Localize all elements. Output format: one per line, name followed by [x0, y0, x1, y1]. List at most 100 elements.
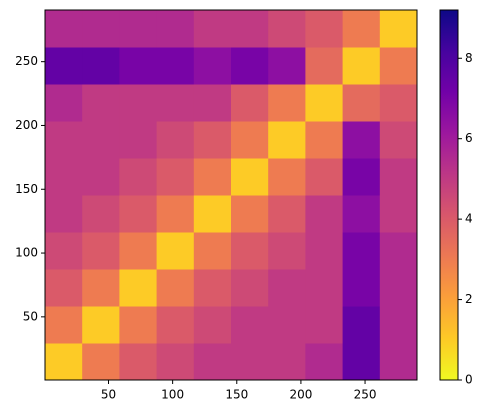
heatmap-cell: [119, 158, 158, 196]
heatmap-cell: [268, 84, 306, 122]
heatmap-cell: [45, 47, 83, 85]
heatmap-cell: [268, 158, 306, 196]
heatmap-cell: [119, 306, 158, 344]
heatmap-cell: [305, 232, 344, 270]
heatmap-cell: [305, 10, 344, 48]
heatmap-cell: [342, 10, 381, 48]
heatmap-cell: [45, 84, 83, 122]
heatmap-cell: [342, 195, 381, 233]
heatmap-cell: [268, 47, 306, 85]
heatmap-cell: [119, 84, 158, 122]
heatmap-cell: [268, 195, 306, 233]
heatmap-cell: [379, 232, 418, 270]
heatmap-cell: [119, 195, 158, 233]
heatmap-cell: [305, 306, 344, 344]
heatmap-cell: [193, 158, 232, 196]
y-tick-label: 200: [15, 118, 38, 132]
heatmap-cell: [119, 10, 158, 48]
heatmap-cell: [82, 84, 120, 122]
heatmap-cell: [156, 84, 195, 122]
heatmap-cell: [82, 195, 120, 233]
heatmap-cell: [193, 47, 232, 85]
heatmap-cell: [379, 10, 418, 48]
heatmap-cell: [231, 47, 269, 85]
heatmap-cell: [193, 121, 232, 159]
heatmap-cell: [379, 47, 418, 85]
heatmap-cell: [45, 158, 83, 196]
heatmap-cell: [305, 195, 344, 233]
heatmap-cell: [305, 269, 344, 307]
heatmap-cell: [156, 306, 195, 344]
heatmap-cell: [305, 84, 344, 122]
heatmap-cell: [156, 10, 195, 48]
heatmap-cell: [268, 121, 306, 159]
heatmap-cell: [156, 343, 195, 381]
heatmap-cell: [156, 195, 195, 233]
heatmap-cell: [82, 269, 120, 307]
colorbar-tick-label: 8: [465, 51, 473, 65]
heatmap-cell: [268, 269, 306, 307]
heatmap-cell: [231, 158, 269, 196]
colorbar-tick-label: 4: [465, 212, 473, 226]
heatmap-cell: [268, 343, 306, 381]
heatmap-cell: [82, 47, 120, 85]
heatmap-cell: [342, 269, 381, 307]
heatmap-cell: [342, 47, 381, 85]
heatmap-cell: [379, 306, 418, 344]
heatmap-cell: [379, 269, 418, 307]
heatmap-cell: [82, 306, 120, 344]
heatmap-cell: [342, 343, 381, 381]
plot-frame: [44, 9, 418, 381]
heatmap-cell: [82, 232, 120, 270]
heatmap-cell: [156, 269, 195, 307]
colorbar-tick-label: 6: [465, 131, 473, 145]
heatmap-cell: [342, 158, 381, 196]
heatmap-cell: [268, 10, 306, 48]
heatmap-cell: [193, 343, 232, 381]
heatmap-cell: [45, 121, 83, 159]
heatmap-cell: [305, 121, 344, 159]
heatmap-cell: [82, 121, 120, 159]
heatmap-cell: [193, 195, 232, 233]
y-tick-label: 50: [23, 309, 38, 323]
heatmap-cell: [156, 158, 195, 196]
heatmap-cell: [305, 158, 344, 196]
heatmap-cell: [231, 84, 269, 122]
heatmap: [45, 10, 418, 381]
y-tick-label: 150: [15, 182, 38, 196]
heatmap-cell: [119, 47, 158, 85]
heatmap-cell: [45, 269, 83, 307]
heatmap-cell: [231, 195, 269, 233]
heatmap-cell: [156, 47, 195, 85]
heatmap-cell: [379, 84, 418, 122]
colorbar-tick-label: 0: [465, 373, 473, 387]
heatmap-cell: [342, 121, 381, 159]
heatmap-cell: [379, 195, 418, 233]
heatmap-cell: [305, 343, 344, 381]
colorbar: [439, 9, 459, 381]
heatmap-cell: [231, 121, 269, 159]
heatmap-cell: [119, 343, 158, 381]
heatmap-cell: [156, 121, 195, 159]
heatmap-cell: [379, 343, 418, 381]
heatmap-cell: [82, 343, 120, 381]
heatmap-cell: [342, 232, 381, 270]
heatmap-cell: [45, 343, 83, 381]
x-tick-label: 50: [101, 388, 116, 402]
heatmap-cell: [268, 232, 306, 270]
heatmap-cell: [193, 306, 232, 344]
x-tick-label: 150: [225, 388, 248, 402]
heatmap-cell: [193, 269, 232, 307]
heatmap-cell: [193, 84, 232, 122]
colorbar-tick-label: 2: [465, 292, 473, 306]
x-tick-label: 200: [289, 388, 312, 402]
heatmap-cell: [119, 232, 158, 270]
heatmap-cell: [45, 232, 83, 270]
heatmap-cell: [82, 158, 120, 196]
heatmap-cell: [231, 269, 269, 307]
heatmap-cell: [193, 10, 232, 48]
heatmap-cell: [45, 195, 83, 233]
heatmap-cell: [379, 121, 418, 159]
heatmap-cell: [231, 306, 269, 344]
